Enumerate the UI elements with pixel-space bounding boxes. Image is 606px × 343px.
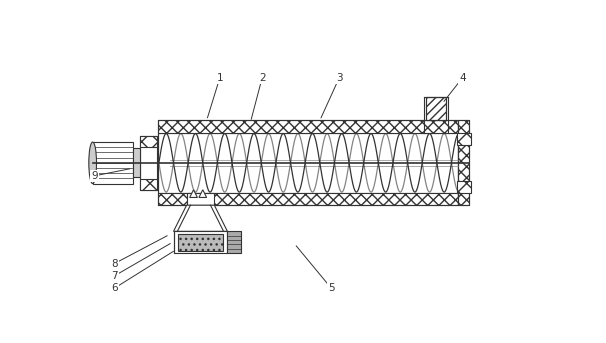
- Polygon shape: [190, 190, 198, 198]
- Bar: [187, 193, 215, 205]
- Bar: [158, 120, 458, 133]
- Bar: [158, 120, 458, 205]
- Text: 3: 3: [336, 73, 342, 83]
- Ellipse shape: [89, 142, 96, 184]
- Bar: [141, 179, 158, 190]
- Bar: [426, 97, 446, 120]
- Text: 6: 6: [111, 283, 118, 293]
- Bar: [141, 136, 158, 190]
- Text: 5: 5: [328, 283, 335, 293]
- Text: 8: 8: [111, 259, 118, 269]
- Bar: [178, 234, 223, 251]
- Text: 2: 2: [259, 73, 265, 83]
- Bar: [133, 148, 141, 177]
- Text: 4: 4: [459, 73, 465, 83]
- Bar: [426, 97, 446, 120]
- Bar: [173, 231, 227, 253]
- Text: 1: 1: [216, 73, 223, 83]
- Polygon shape: [173, 205, 227, 231]
- Text: 9: 9: [91, 171, 98, 181]
- Text: 7: 7: [111, 271, 118, 281]
- Bar: [227, 231, 241, 253]
- Polygon shape: [199, 190, 207, 198]
- Bar: [141, 136, 158, 147]
- Bar: [93, 142, 133, 184]
- Bar: [458, 120, 469, 205]
- Bar: [457, 133, 471, 145]
- Bar: [158, 133, 458, 193]
- Bar: [457, 180, 471, 193]
- Bar: [158, 193, 458, 205]
- Bar: [458, 120, 469, 205]
